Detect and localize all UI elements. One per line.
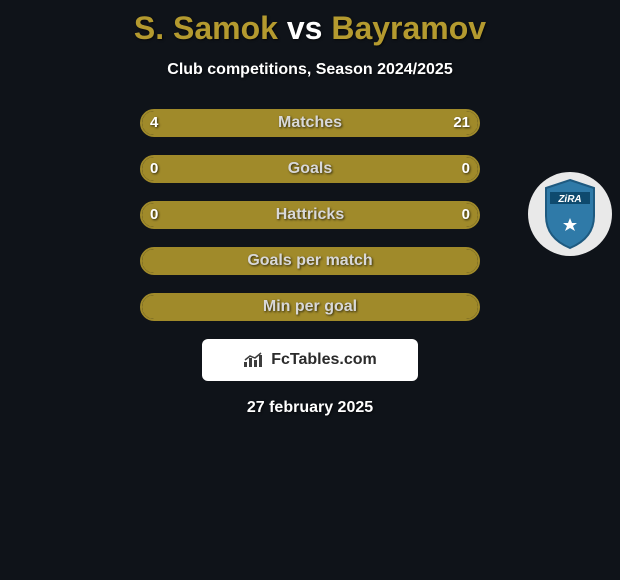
club-logo-right: ZiRA [528,172,612,256]
stat-row-mpg: Min per goal [140,293,480,321]
comparison-title: S. Samok vs Bayramov [0,0,620,47]
stat-row-goals: 0 Goals 0 [140,155,480,183]
row-label: Hattricks [140,201,480,229]
row-label: Goals [140,155,480,183]
brand-text: FcTables.com [271,351,377,369]
player2-name: Bayramov [331,10,486,46]
stat-row-hattricks: 0 Hattricks 0 [140,201,480,229]
row-label: Min per goal [140,293,480,321]
svg-text:ZiRA: ZiRA [557,194,581,205]
stat-row-gpm: Goals per match [140,247,480,275]
stats-chart: 4 Matches 21 0 Goals 0 0 Hattricks 0 Goa… [0,109,620,321]
row-label: Matches [140,109,480,137]
row-label: Goals per match [140,247,480,275]
shield-icon: ZiRA [540,178,600,250]
bar-chart-icon [243,352,265,368]
brand-box: FcTables.com [202,339,418,381]
footer-date: 27 february 2025 [0,399,620,417]
value-right: 0 [462,155,470,183]
player1-name: S. Samok [134,10,278,46]
value-right: 0 [462,201,470,229]
vs-text: vs [287,10,323,46]
subtitle: Club competitions, Season 2024/2025 [0,61,620,79]
value-right: 21 [453,109,470,137]
stat-row-matches: 4 Matches 21 [140,109,480,137]
